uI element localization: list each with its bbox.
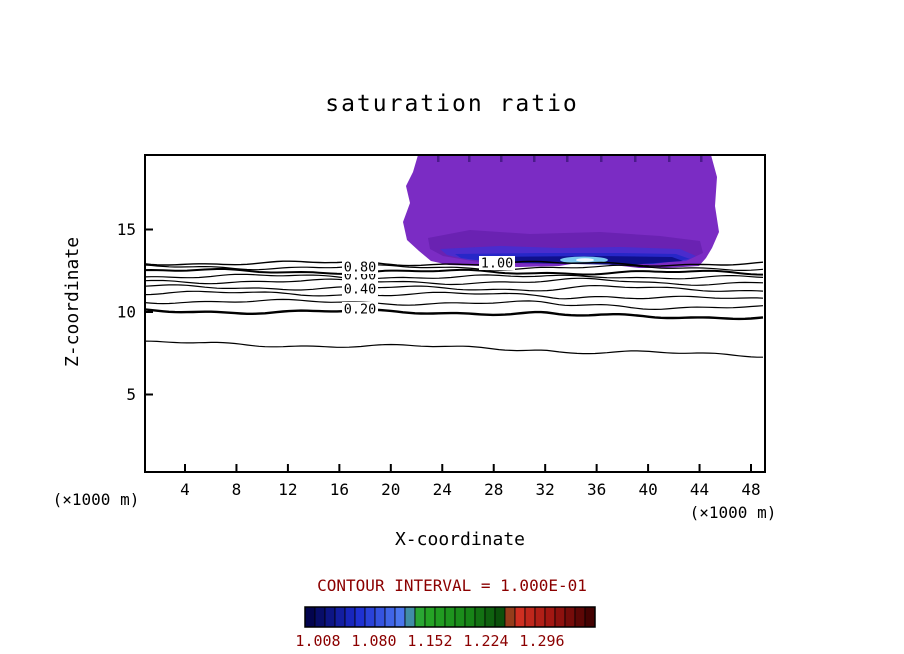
plume-top-notch: [437, 156, 440, 162]
contour-label: 0.20: [344, 302, 377, 318]
colorbar-cell: [524, 606, 536, 628]
colorbar-cell: [494, 606, 506, 628]
colorbar-cell: [394, 606, 406, 628]
y-axis-label: Z-coordinate: [62, 237, 83, 367]
plume-top-notch: [668, 156, 671, 162]
colorbar-tick-label: 1.152: [407, 632, 452, 650]
x-tick-label: 44: [690, 480, 709, 499]
contour-label-bg: [342, 260, 378, 274]
plot-frame: [144, 154, 766, 473]
colorbar-tick-label: 1.080: [351, 632, 396, 650]
colorbar-cell: [324, 606, 336, 628]
colorbar-cell: [504, 606, 516, 628]
x-tick-label: 24: [433, 480, 452, 499]
contour-line-0.4: [144, 290, 764, 300]
colorbar-cell: [564, 606, 576, 628]
x-tick-label: 4: [180, 480, 190, 499]
contour-label: 0.40: [344, 282, 377, 298]
colorbar-cell: [464, 606, 476, 628]
colorbar-cell: [534, 606, 546, 628]
plume-core-white: [576, 258, 594, 262]
colorbar-cell: [314, 606, 326, 628]
contour-line-0.6: [144, 277, 764, 286]
colorbar-cell: [334, 606, 346, 628]
colorbar-cell: [434, 606, 446, 628]
colorbar-cell: [344, 606, 356, 628]
colorbar-cell: [444, 606, 456, 628]
colorbar-cell: [584, 606, 596, 628]
colorbar-tick-label: 1.296: [519, 632, 564, 650]
x-tick-label: 20: [381, 480, 400, 499]
colorbar-cell: [484, 606, 496, 628]
contour-label: 1.00: [481, 256, 514, 272]
contour-line-1.0: [144, 260, 764, 267]
x-tick-label: 40: [638, 480, 657, 499]
colorbar-tick-label: 1.224: [463, 632, 508, 650]
x-unit-right: (×1000 m): [690, 503, 777, 522]
contour-label-bg: [342, 302, 378, 316]
plume-top-notch: [500, 156, 503, 162]
colorbar-cell: [364, 606, 376, 628]
x-tick-label: 28: [484, 480, 503, 499]
generated-plot-elements: 0.200.400.600.80 1.004 8 12 16 20 24 28 32 36 40 44…: [117, 154, 766, 650]
colorbar-cell: [454, 606, 466, 628]
plume-top-notch: [600, 156, 603, 162]
plume-top-notch: [566, 156, 569, 162]
contour-label-bg: [342, 282, 378, 296]
plot-title: saturation ratio: [325, 91, 579, 117]
x-tick-label: 8: [232, 480, 242, 499]
colorbar-cell: [304, 606, 316, 628]
contour-line-0.7: [144, 273, 764, 280]
y-tick-label: 5: [126, 385, 136, 404]
plume-top-notch: [533, 156, 536, 162]
plume-top-notch: [634, 156, 637, 162]
plume-top-notch: [700, 156, 703, 162]
x-tick-label: 36: [587, 480, 606, 499]
x-tick-label: 48: [741, 480, 760, 499]
x-unit-left: (×1000 m): [53, 490, 140, 509]
contour-line-0.8: [144, 267, 764, 276]
colorbar-cell: [354, 606, 366, 628]
colorbar-frame: [304, 606, 596, 628]
colorbar-cell: [404, 606, 416, 628]
colorbar-cell: [544, 606, 556, 628]
colorbar-cell: [414, 606, 426, 628]
colorbar-cell: [554, 606, 566, 628]
contour-line-0.9: [144, 264, 764, 271]
y-tick-label: 15: [117, 220, 136, 239]
x-axis-label: X-coordinate: [395, 529, 525, 550]
contour-label: 0.80: [344, 260, 377, 276]
colorbar-cell: [474, 606, 486, 628]
colorbar-cell: [424, 606, 436, 628]
plume-top-notch: [468, 156, 471, 162]
contour-line-0.2: [144, 308, 764, 321]
x-tick-label: 16: [330, 480, 349, 499]
contour-interval-text: CONTOUR INTERVAL = 1.000E-01: [317, 576, 587, 595]
contour-label-bg: [479, 256, 515, 270]
x-tick-label: 12: [278, 480, 297, 499]
contour-line-0.1: [144, 340, 763, 358]
colorbar-cell: [574, 606, 586, 628]
colorbar-cell: [384, 606, 396, 628]
colorbar-cell: [514, 606, 526, 628]
contour-line-0.5: [144, 284, 764, 292]
contour-line-0.3: [144, 298, 764, 311]
y-tick-label: 10: [117, 303, 136, 322]
colorbar-tick-label: 1.008: [295, 632, 340, 650]
x-tick-label: 32: [536, 480, 555, 499]
colorbar-cell: [374, 606, 386, 628]
